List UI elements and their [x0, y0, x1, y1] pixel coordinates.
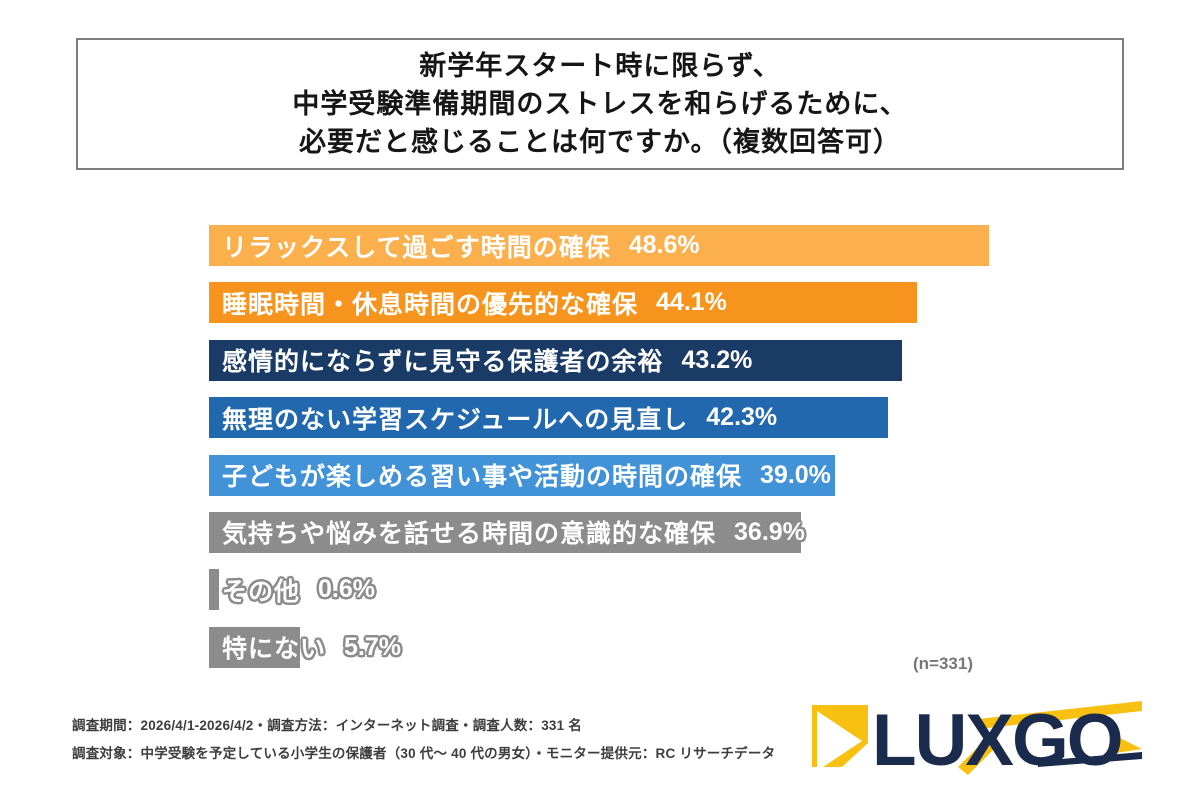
luxgo-logo-graphic: LUXGO [812, 700, 1142, 781]
question-title-line-1: 新学年スタート時に限らず、 [419, 50, 781, 81]
bar-label: リラックスして過ごす時間の確保 [222, 233, 611, 262]
bar-label: 特にない [222, 635, 327, 664]
bar-row: その他 0.6% [209, 569, 1159, 611]
logo-text: LUXGO [872, 700, 1122, 775]
bar-label: 子どもが楽しめる習い事や活動の時間の確保 [222, 463, 743, 492]
logo-swoosh-tip [1116, 737, 1142, 753]
logo-swoosh-wedge [958, 735, 1000, 775]
bar-fill [209, 339, 903, 381]
survey-note-line-2: 調査対象：中学受験を予定している小学生の保護者（30 代〜 40 代の男女）・モ… [72, 746, 776, 761]
bar-fill [209, 225, 990, 266]
bar-row: 睡眠時間・休息時間の優先的な確保 44.1% [209, 282, 1159, 324]
logo-underline-bar [1038, 752, 1142, 767]
bar-fill [209, 397, 888, 439]
bar-label: 睡眠時間・休息時間の優先的な確保 [222, 290, 639, 319]
bar-value: 43.2% [681, 345, 753, 374]
bar-value: 0.6% [318, 575, 375, 604]
question-title-line-2: 中学受験準備期間のストレスを和らげるために、 [292, 88, 908, 119]
bar-fill [209, 569, 219, 611]
luxgo-logo: LUXGO [810, 697, 1142, 781]
bar-value: 44.1% [656, 288, 727, 317]
bar-row: 感情的にならずに見守る保護者の余裕 43.2% [209, 339, 1159, 381]
question-title-box: 新学年スタート時に限らず、 中学受験準備期間のストレスを和らげるために、 必要だ… [76, 38, 1124, 170]
bar-fill [209, 511, 802, 553]
logo-swoosh-band [978, 701, 1142, 729]
sample-size-note: (n=331) [913, 654, 973, 673]
bar-label: 気持ちや悩みを話せる時間の意識的な確保 [222, 520, 717, 549]
bar-label: その他 [222, 577, 301, 606]
bar-fill [209, 282, 917, 324]
bar-label: 感情的にならずに見守る保護者の余裕 [222, 348, 664, 377]
bar-value: 39.0% [760, 460, 831, 489]
logo-mark-icon [812, 705, 868, 771]
bar-value: 5.7% [344, 632, 401, 661]
bar-label: 無理のない学習スケジュールへの見直し [222, 405, 689, 434]
bar-row: リラックスして過ごす時間の確保 48.6% [209, 225, 1159, 266]
bar-row: 子どもが楽しめる習い事や活動の時間の確保 39.0% [209, 454, 1159, 496]
bar-value: 48.6% [628, 231, 700, 259]
question-title-line-3: 必要だと感じることは何ですか。（複数回答可） [299, 127, 901, 158]
survey-notes: 調査期間：2026/4/1-2026/4/2・調査方法：インターネット調査・調査… [72, 712, 775, 768]
bar-fill [209, 626, 301, 668]
bar-fill [209, 454, 835, 496]
bar-row: 無理のない学習スケジュールへの見直し 42.3% [209, 397, 1159, 439]
bar-chart: リラックスして過ごす時間の確保 48.6% 睡眠時間・休息時間の優先的な確保 44.1… [209, 225, 1159, 684]
bar-row: 気持ちや悩みを話せる時間の意識的な確保 36.9% [209, 511, 1159, 553]
bar-value: 36.9% [734, 517, 805, 546]
bar-row: 特にない 5.7% [209, 626, 1159, 668]
bar-value: 42.3% [706, 403, 778, 432]
survey-note-line-1: 調査期間：2026/4/1-2026/4/2・調査方法：インターネット調査・調査… [72, 718, 582, 733]
